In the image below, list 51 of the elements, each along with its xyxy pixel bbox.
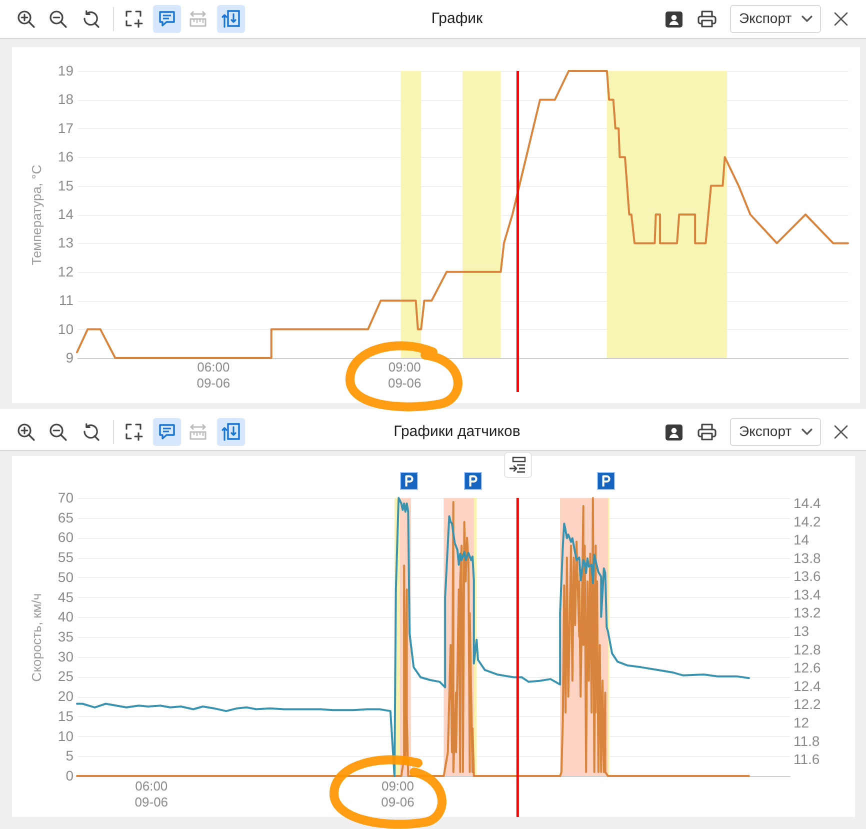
y2-tick-label: 12.8 bbox=[794, 641, 821, 658]
x-tick-label: 06:00 09-06 bbox=[196, 360, 230, 390]
y-axis-title: Скорость, км/ч bbox=[28, 593, 44, 682]
y-tick-label: 10 bbox=[58, 320, 74, 337]
y2-tick-label: 13.4 bbox=[794, 586, 821, 602]
y2-tick-label: 13.2 bbox=[794, 604, 821, 621]
y-tick-label: 12 bbox=[58, 263, 74, 280]
x-tick-label: 09:00 09-06 bbox=[388, 360, 422, 390]
y2-tick-label: 13 bbox=[794, 623, 810, 640]
y2-tick-label: 13.6 bbox=[794, 568, 821, 584]
chart-title: Графики датчиков bbox=[394, 423, 520, 441]
y2-tick-label: 12.2 bbox=[794, 696, 821, 712]
y2-tick-label: 14.4 bbox=[794, 494, 821, 511]
y-tick-label: 19 bbox=[58, 62, 74, 78]
y-tick-label: 65 bbox=[58, 509, 74, 526]
y-tick-label: 13 bbox=[58, 234, 74, 251]
y-tick-label: 9 bbox=[66, 350, 74, 366]
y2-tick-label: 12.4 bbox=[794, 678, 821, 694]
y-tick-label: 16 bbox=[58, 148, 74, 165]
y-tick-label: 60 bbox=[58, 529, 74, 546]
y-tick-label: 18 bbox=[58, 91, 74, 108]
x-tick-label: 06:00 09-06 bbox=[134, 778, 168, 810]
y2-tick-label: 14 bbox=[794, 532, 810, 548]
y-tick-label: 70 bbox=[58, 490, 74, 506]
y-tick-label: 5 bbox=[66, 748, 74, 764]
y-tick-label: 45 bbox=[58, 588, 74, 605]
y-tick-label: 30 bbox=[58, 648, 74, 664]
y2-tick-label: 11.8 bbox=[794, 732, 820, 749]
y2-tick-label: 14.2 bbox=[794, 513, 821, 530]
y-tick-label: 0 bbox=[66, 768, 74, 784]
y2-tick-label: 13.8 bbox=[794, 550, 821, 566]
y-tick-label: 11 bbox=[58, 292, 74, 308]
y-tick-label: 10 bbox=[58, 728, 74, 744]
y-tick-label: 17 bbox=[58, 120, 74, 136]
chart-title: График bbox=[431, 10, 483, 28]
y-tick-label: 35 bbox=[58, 628, 74, 644]
y-tick-label: 15 bbox=[58, 708, 74, 724]
y-tick-label: 14 bbox=[58, 206, 74, 222]
y-tick-label: 40 bbox=[58, 608, 74, 625]
dropdown-button: Экспорт bbox=[730, 5, 821, 33]
y-tick-label: 20 bbox=[58, 688, 74, 704]
x-tick-label: 09:00 09-06 bbox=[381, 778, 414, 810]
y2-tick-label: 12 bbox=[794, 714, 810, 730]
y2-tick-label: 12.6 bbox=[794, 660, 821, 676]
y-axis-title: Температура, °C bbox=[28, 164, 44, 266]
y-tick-label: 15 bbox=[58, 177, 74, 194]
dropdown-button: Экспорт bbox=[730, 418, 821, 446]
y-tick-label: 55 bbox=[58, 549, 74, 566]
y-tick-label: 50 bbox=[58, 568, 74, 585]
y-tick-label: 25 bbox=[58, 668, 74, 684]
y2-tick-label: 11.6 bbox=[794, 751, 820, 768]
